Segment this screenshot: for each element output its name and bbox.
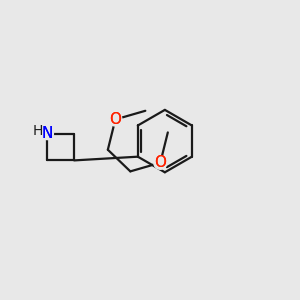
Text: O: O [154, 155, 166, 170]
Text: O: O [109, 112, 121, 127]
Text: H: H [33, 124, 43, 138]
Text: O: O [109, 112, 121, 127]
Text: N: N [42, 126, 53, 141]
Circle shape [154, 156, 167, 169]
Circle shape [109, 113, 122, 126]
Circle shape [41, 128, 53, 140]
Text: N: N [42, 126, 53, 141]
Text: O: O [154, 155, 166, 170]
